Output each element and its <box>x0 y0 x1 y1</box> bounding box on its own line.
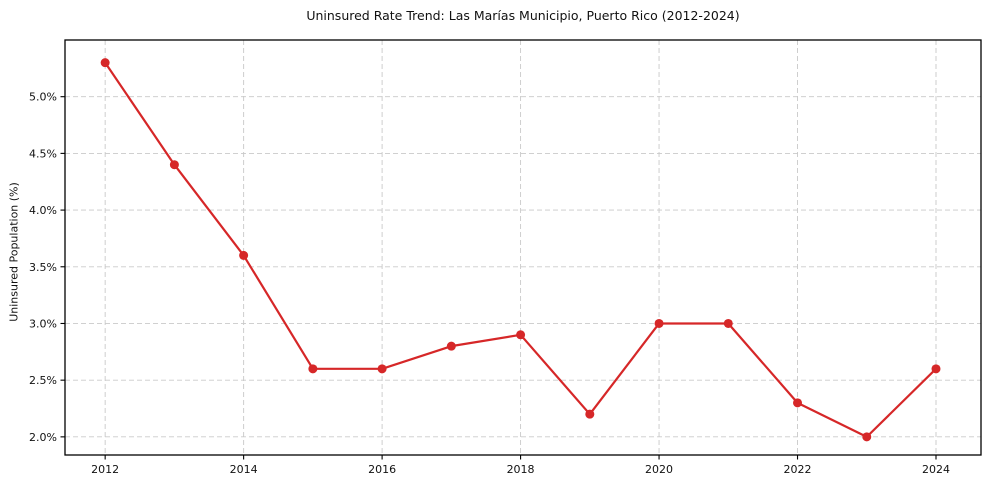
data-point <box>793 398 803 408</box>
y-axis-label-text: Uninsured Population (%) <box>7 182 21 322</box>
data-point <box>585 409 595 419</box>
x-tick-label: 2022 <box>784 463 812 476</box>
y-tick-label: 3.0% <box>29 317 57 330</box>
chart-title: Uninsured Rate Trend: Las Marías Municip… <box>306 8 740 23</box>
data-point <box>516 330 526 340</box>
y-tick-label: 4.0% <box>29 204 57 217</box>
data-point <box>308 364 318 374</box>
data-point <box>100 58 110 68</box>
data-point <box>377 364 387 374</box>
x-tick-label: 2018 <box>507 463 535 476</box>
y-tick-label: 2.0% <box>29 431 57 444</box>
y-tick-label: 5.0% <box>29 91 57 104</box>
x-tick-label: 2024 <box>922 463 950 476</box>
data-point <box>654 318 664 328</box>
x-tick-label: 2016 <box>368 463 396 476</box>
y-tick-label: 4.5% <box>29 147 57 160</box>
data-point <box>239 250 249 260</box>
data-point <box>931 364 941 374</box>
data-point <box>169 160 179 170</box>
plot-frame <box>64 39 982 456</box>
data-point <box>723 318 733 328</box>
data-point <box>446 341 456 351</box>
y-tick-label: 3.5% <box>29 261 57 274</box>
x-tick-label: 2014 <box>230 463 258 476</box>
data-point <box>862 432 872 442</box>
x-tick-label: 2012 <box>91 463 119 476</box>
y-tick-label: 2.5% <box>29 374 57 387</box>
x-tick-label: 2020 <box>645 463 673 476</box>
